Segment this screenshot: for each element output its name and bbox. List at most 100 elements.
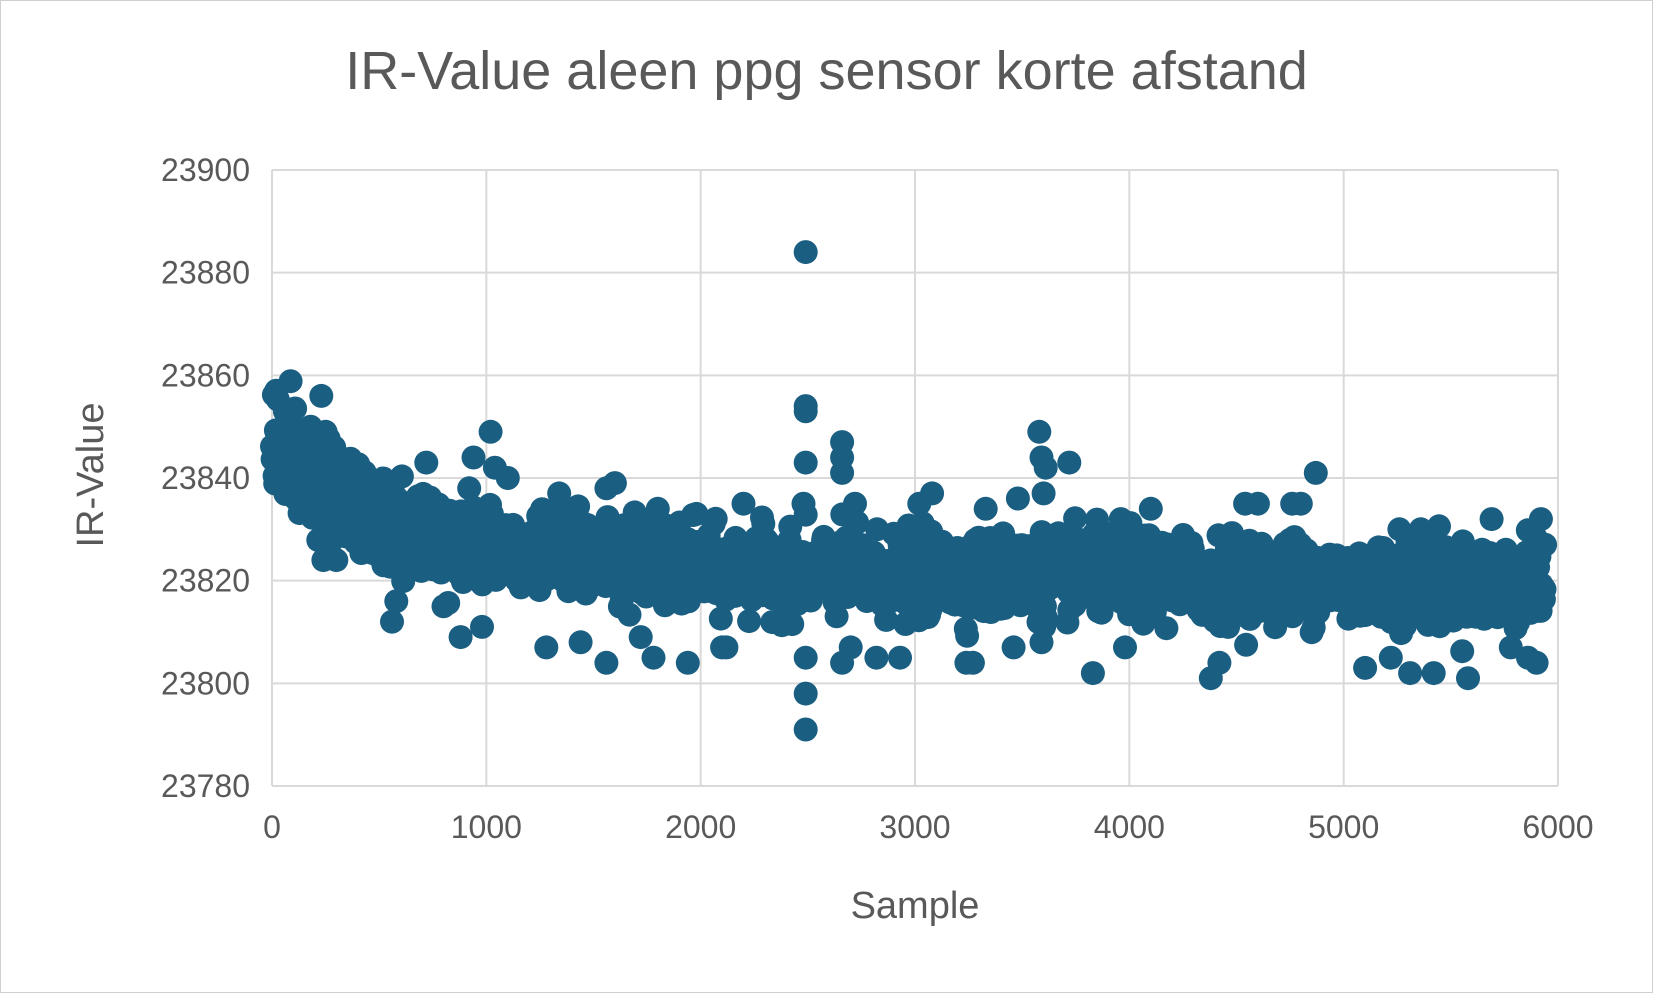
outlier-point [1456,666,1480,691]
data-point [1532,577,1557,602]
outlier-point [793,240,818,265]
outlier-point [478,419,503,444]
outlier-point [470,614,494,639]
outlier-point [371,553,396,578]
outlier-point [380,609,404,634]
outlier-point [264,378,289,403]
outlier-point [1138,496,1163,521]
data-points [260,240,1558,742]
outlier-point [888,645,912,670]
data-point [352,460,377,485]
data-point [1450,639,1475,664]
outlier-point [1303,460,1328,485]
outlier-point [675,650,700,675]
outlier-point [461,445,486,470]
x-tick-label: 2000 [665,809,736,845]
outlier-point [431,594,456,619]
outlier-point [1387,517,1412,542]
y-tick-label: 23860 [161,357,250,393]
outlier-point [448,625,473,650]
y-tick-label: 23800 [161,665,250,701]
outlier-point [1029,630,1054,655]
outlier-point [1207,650,1232,675]
data-point [737,609,762,634]
outlier-point [1533,532,1558,557]
outlier-point [1001,635,1026,660]
outlier-point [843,491,867,516]
outlier-point [1057,450,1082,475]
data-point [1034,606,1059,631]
outlier-point [793,399,818,424]
y-axis-title: IR-Value [70,402,112,547]
x-tick-label: 5000 [1308,809,1379,845]
y-tick-label: 23900 [161,152,250,188]
outlier-point [791,491,816,516]
outlier-point [1113,635,1137,660]
outlier-point [731,491,756,516]
outlier-point [602,471,627,496]
y-tick-label: 23820 [161,563,250,599]
outlier-point [1005,486,1030,511]
data-point [1234,632,1259,657]
outlier-point [309,383,334,408]
outlier-point [1027,419,1052,444]
outlier-point [960,650,985,675]
outlier-point [594,650,619,675]
data-point [1063,506,1088,531]
outlier-point [1421,661,1446,686]
outlier-point [1288,491,1313,516]
data-point [955,623,980,648]
outlier-point [864,645,889,670]
outlier-point [830,460,855,485]
outlier-point [272,399,297,424]
outlier-point [973,496,998,521]
outlier-point [568,630,593,655]
data-point [780,612,805,637]
outlier-point [628,625,653,650]
outlier-point [714,635,739,660]
outlier-point [920,481,945,506]
y-tick-label: 23780 [161,768,250,804]
outlier-point [1408,517,1433,542]
tick-labels: 23780 23800 23820 23840 23860 23880 23900 0 1000… [161,152,1594,845]
outlier-point [1398,661,1423,686]
outlier-point [534,635,559,660]
x-tick-label: 1000 [451,809,522,845]
outlier-point [793,681,818,706]
outlier-point [684,501,709,526]
outlier-point [324,548,349,573]
outlier-point [547,481,572,506]
outlier-point [645,496,670,521]
data-point [703,506,728,531]
outlier-point [1378,645,1403,670]
data-point [708,606,733,631]
y-tick-label: 23880 [161,255,250,291]
outlier-point [1080,661,1105,686]
chart-title: IR-Value aleen ppg sensor korte afstand [345,41,1308,101]
x-tick-label: 6000 [1522,809,1593,845]
outlier-point [495,466,520,490]
outlier-point [641,645,666,670]
x-tick-label: 4000 [1094,809,1165,845]
data-point [389,464,414,489]
y-tick-label: 23840 [161,460,250,496]
data-point [824,604,849,629]
data-point [1427,514,1451,539]
x-axis-title: Sample [851,885,980,927]
x-tick-label: 0 [263,809,281,845]
outlier-point [1108,507,1133,532]
outlier-point [384,589,409,614]
data-point [391,569,416,594]
outlier-point [1528,507,1553,532]
outlier-point [457,476,482,501]
outlier-point [793,645,818,670]
data-point [617,602,642,627]
outlier-point [1353,655,1378,680]
outlier-point [793,450,818,475]
x-tick-label: 3000 [879,809,950,845]
outlier-point [1245,491,1270,516]
outlier-point [322,435,347,460]
outlier-point [1033,455,1058,480]
outlier-point [1479,507,1504,532]
